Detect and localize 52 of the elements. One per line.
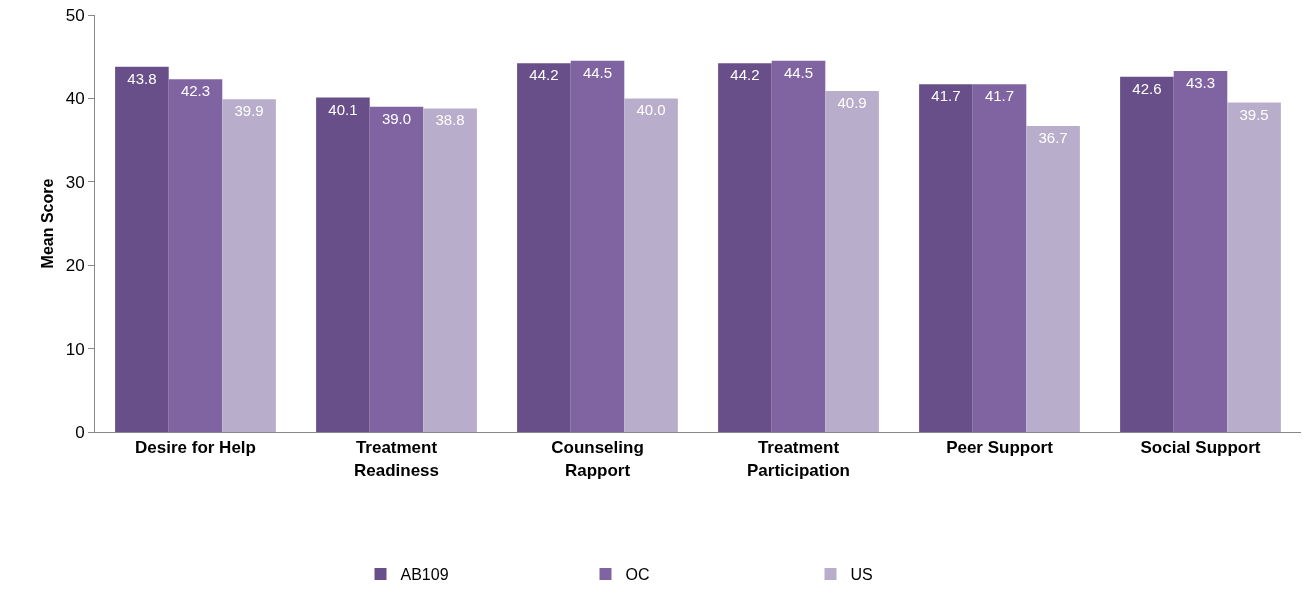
bar xyxy=(369,106,424,432)
data-label: 40.0 xyxy=(636,101,666,119)
bar xyxy=(972,84,1027,432)
bar xyxy=(919,84,973,432)
data-label: 43.8 xyxy=(127,69,157,87)
legend-label: AB109 xyxy=(400,566,449,584)
bar xyxy=(423,108,477,432)
data-label: 43.3 xyxy=(1185,73,1216,91)
bar xyxy=(316,97,370,432)
data-label: 36.7 xyxy=(1038,128,1068,146)
y-tick-label: 30 xyxy=(65,172,85,192)
data-label: 38.8 xyxy=(435,111,465,129)
data-label: 40.9 xyxy=(837,93,867,111)
bar xyxy=(517,63,571,432)
data-label: 44.2 xyxy=(529,66,559,84)
data-label: 44.2 xyxy=(730,66,760,84)
data-label: 41.7 xyxy=(931,87,961,105)
data-label: 41.7 xyxy=(984,87,1015,105)
data-label: 40.1 xyxy=(328,100,358,118)
y-axis-title: Mean Score xyxy=(39,178,56,269)
bar xyxy=(718,63,772,432)
y-tick-label: 50 xyxy=(65,5,85,25)
data-label: 39.5 xyxy=(1239,105,1269,123)
x-tick-label: Counseling Rapport xyxy=(551,438,644,480)
bar xyxy=(1173,70,1228,432)
bar xyxy=(624,98,678,432)
data-label: 44.5 xyxy=(582,63,613,81)
data-label: 42.3 xyxy=(180,82,211,100)
data-label: 39.9 xyxy=(234,102,264,120)
bar xyxy=(825,90,879,432)
bar xyxy=(1026,125,1080,432)
x-tick-label: Peer Support xyxy=(946,438,1054,458)
bar xyxy=(222,99,276,432)
bar xyxy=(570,60,625,432)
bar xyxy=(1227,102,1281,432)
data-label: 39.0 xyxy=(381,109,412,127)
y-tick-label: 10 xyxy=(65,339,85,359)
bar xyxy=(168,79,223,432)
legend-label: US xyxy=(850,566,873,584)
bar xyxy=(115,66,169,432)
x-tick-label: Social Support xyxy=(1140,438,1261,458)
y-tick-label: 40 xyxy=(65,89,85,109)
bar xyxy=(1120,76,1174,432)
data-label: 42.6 xyxy=(1132,79,1162,97)
x-tick-label: Treatment Participation xyxy=(747,438,850,480)
x-tick-label: Treatment Readiness xyxy=(353,438,440,480)
y-tick-label: 0 xyxy=(75,422,85,442)
x-tick-label: Desire for Help xyxy=(135,438,256,458)
legend-label: OC xyxy=(625,566,650,584)
bar xyxy=(771,60,826,432)
y-tick-label: 20 xyxy=(65,256,85,276)
data-label: 44.5 xyxy=(783,63,814,81)
